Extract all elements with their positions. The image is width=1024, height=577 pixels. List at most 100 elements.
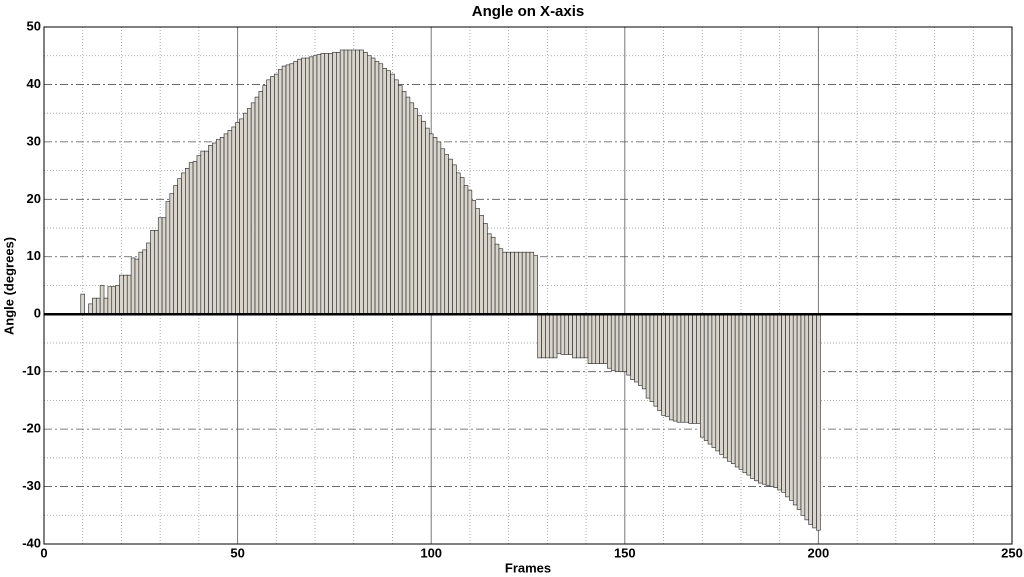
- bar: [138, 251, 144, 315]
- bar: [119, 274, 124, 315]
- bar: [781, 313, 786, 493]
- bar: [378, 63, 384, 315]
- y-tick-label: 10: [27, 248, 41, 263]
- bar: [92, 297, 97, 315]
- bar: [188, 162, 194, 315]
- bar: [254, 96, 260, 315]
- bar: [723, 313, 728, 459]
- y-tick-label: -10: [22, 363, 41, 378]
- x-axis-label: Frames: [505, 560, 551, 575]
- bar: [243, 112, 248, 315]
- bar: [262, 85, 267, 315]
- bar: [204, 150, 209, 315]
- bar: [177, 178, 182, 315]
- y-tick-label: 40: [27, 76, 41, 91]
- bar: [367, 55, 372, 315]
- bar: [665, 313, 670, 417]
- bar: [316, 54, 322, 315]
- bar: [521, 251, 527, 315]
- bar: [165, 201, 171, 315]
- bar: [436, 141, 442, 315]
- bar: [595, 313, 600, 364]
- bar: [440, 148, 446, 315]
- bar: [773, 313, 779, 489]
- bar: [397, 85, 403, 315]
- bar: [103, 297, 109, 315]
- bar: [622, 313, 628, 372]
- bar: [669, 313, 674, 421]
- bar: [568, 313, 573, 355]
- bar: [293, 61, 298, 315]
- y-tick-label: -40: [22, 535, 41, 550]
- bar: [661, 313, 666, 416]
- bar: [432, 136, 438, 315]
- bar: [80, 293, 85, 315]
- bar: [289, 63, 295, 315]
- bar: [227, 130, 233, 315]
- bar: [711, 313, 717, 448]
- bar: [638, 313, 643, 386]
- bar: [173, 185, 178, 315]
- bar: [312, 55, 318, 315]
- bar: [154, 230, 159, 315]
- bar: [370, 57, 376, 315]
- bar: [297, 58, 302, 315]
- bar: [579, 313, 585, 359]
- bar: [769, 313, 775, 487]
- bar: [250, 102, 256, 315]
- bar: [216, 139, 221, 315]
- bar: [483, 223, 488, 315]
- bar: [150, 230, 155, 315]
- bar: [816, 313, 821, 531]
- bar: [742, 313, 748, 474]
- bar: [467, 189, 473, 315]
- x-tick-label: 250: [1001, 545, 1023, 560]
- bar: [355, 49, 360, 315]
- bar: [409, 102, 415, 315]
- bar: [804, 313, 810, 521]
- bar: [336, 51, 341, 315]
- bar: [374, 61, 380, 315]
- bar: [258, 91, 264, 315]
- bar: [347, 49, 353, 315]
- bar: [339, 49, 345, 315]
- bar: [614, 313, 620, 372]
- bar: [761, 313, 767, 485]
- bar: [610, 313, 616, 371]
- bar: [266, 79, 271, 315]
- bar: [452, 164, 457, 315]
- bar: [541, 313, 546, 359]
- bar: [115, 285, 120, 315]
- bar: [560, 313, 566, 355]
- bar: [545, 313, 550, 359]
- bar: [676, 313, 682, 423]
- y-tick-label: 0: [34, 306, 41, 321]
- x-tick-label: 50: [230, 545, 244, 560]
- bar: [812, 313, 817, 529]
- bar: [351, 49, 356, 315]
- bar: [494, 243, 500, 315]
- bar: [746, 313, 751, 476]
- bar: [394, 79, 399, 315]
- bar: [645, 313, 651, 399]
- bar: [246, 108, 252, 315]
- bar: [223, 133, 229, 315]
- bar: [359, 49, 364, 315]
- bar: [576, 313, 581, 359]
- bar: [270, 76, 275, 315]
- bar: [219, 136, 225, 315]
- x-tick-label: 200: [808, 545, 830, 560]
- bar: [463, 185, 469, 315]
- plot-frame: [43, 26, 1013, 545]
- bar: [800, 313, 806, 516]
- bar: [556, 313, 562, 354]
- bar: [626, 313, 631, 376]
- x-tick-label: 100: [420, 545, 442, 560]
- bar: [157, 217, 163, 315]
- bar: [285, 64, 291, 315]
- bar: [130, 257, 136, 315]
- bar: [107, 286, 113, 315]
- bar: [777, 313, 782, 491]
- y-tick-label: 30: [27, 133, 41, 148]
